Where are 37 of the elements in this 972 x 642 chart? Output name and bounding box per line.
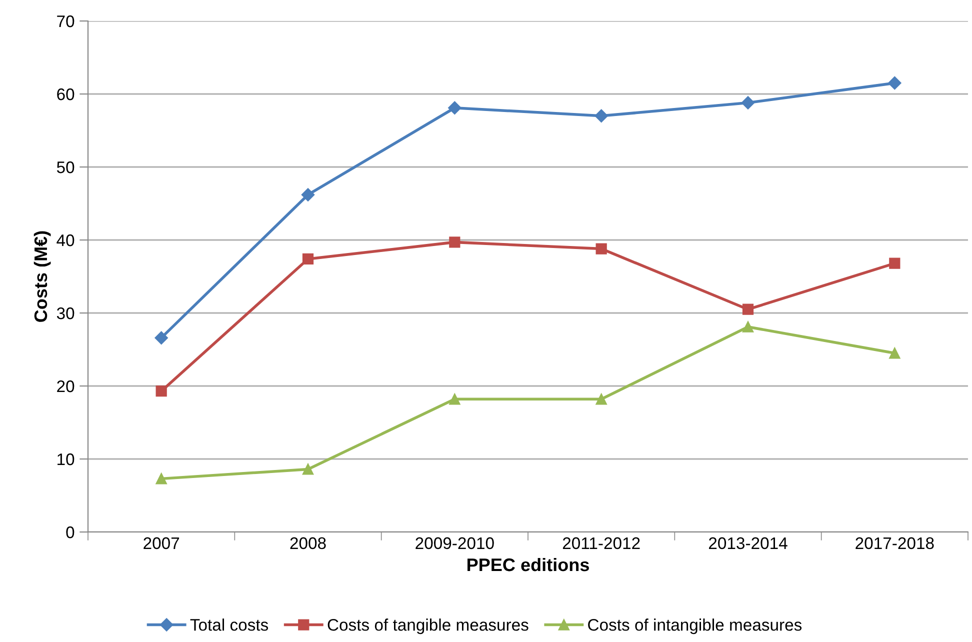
point xyxy=(742,321,754,332)
point xyxy=(889,348,900,359)
x-tick-label: 2009-2010 xyxy=(416,537,494,550)
y-tick-label: 60 xyxy=(57,88,74,100)
point xyxy=(301,188,315,202)
x-tick-label: 2008 xyxy=(290,537,326,550)
y-tick-label: 10 xyxy=(58,453,74,466)
y-tick-label: 40 xyxy=(56,234,74,246)
legend-label: Total costs xyxy=(190,618,268,631)
legend-label: Costs of intangible measures xyxy=(588,618,802,634)
x-tick-label: 2011-2012 xyxy=(562,537,640,550)
point xyxy=(594,109,608,122)
y-tick-label: 70 xyxy=(57,15,74,28)
point xyxy=(742,304,754,315)
point xyxy=(154,331,168,344)
y-tick-label: 20 xyxy=(57,380,74,392)
y-axis-title: Costs (M€) xyxy=(34,231,51,322)
point xyxy=(596,394,607,405)
point xyxy=(156,473,167,484)
point xyxy=(302,464,314,475)
y-tick-label: 30 xyxy=(56,307,74,320)
y-tick-label: 50 xyxy=(56,161,74,174)
point xyxy=(889,258,900,269)
y-tick-label: 0 xyxy=(66,526,74,538)
point xyxy=(741,96,755,110)
x-tick-label: 2013-2014 xyxy=(708,537,788,550)
point xyxy=(449,236,460,248)
point xyxy=(888,76,902,90)
legend-label: Costs of tangible measures xyxy=(328,618,528,634)
x-tick-label: 2007 xyxy=(144,537,180,550)
point xyxy=(448,101,462,114)
point xyxy=(449,394,460,405)
point xyxy=(596,243,607,254)
point xyxy=(156,386,167,397)
x-axis-title: PPEC editions xyxy=(468,558,589,572)
x-tick-label: 2017-2018 xyxy=(856,537,934,550)
point xyxy=(302,253,314,265)
